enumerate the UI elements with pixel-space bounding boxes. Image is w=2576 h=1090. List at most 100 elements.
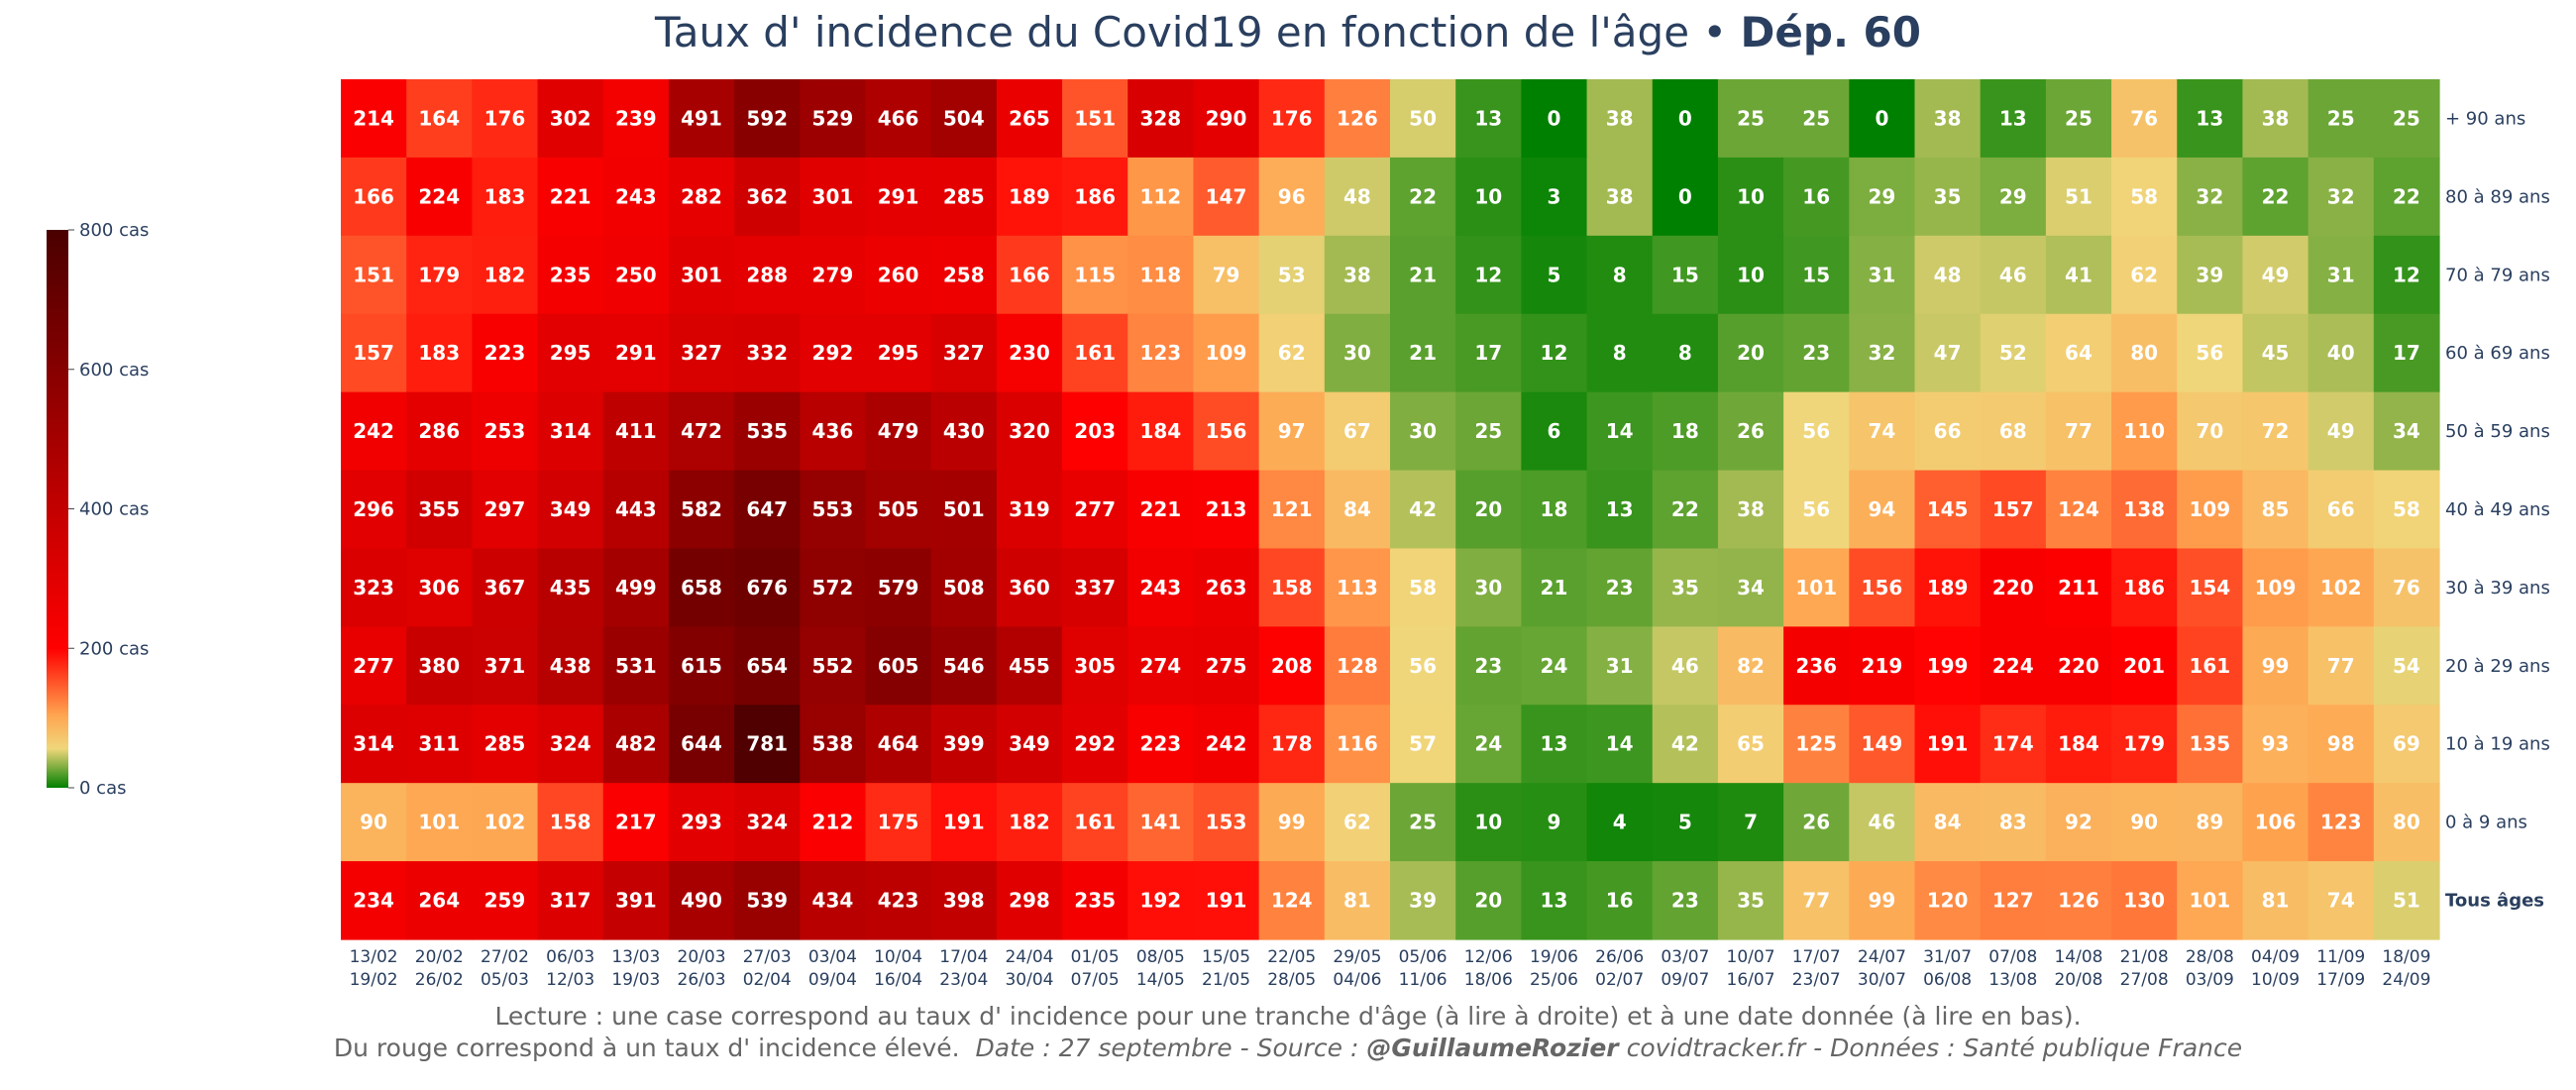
heatmap-cell [734,79,801,159]
heatmap-cell [602,79,670,159]
cell-value-label: 8 [1613,341,1627,365]
colorbar-tick-label: 0 cas [79,778,126,799]
heatmap-cell [930,391,998,472]
cell-value-label: 158 [1271,576,1313,600]
heatmap-cell [930,313,998,393]
cell-value-label: 20 [1474,889,1502,913]
heatmap-cell [1849,705,1916,784]
heatmap-cell [800,157,867,237]
heatmap-cell [2308,548,2375,627]
cell-value-label: 220 [2058,654,2099,678]
heatmap-cell [1455,157,1522,237]
heatmap-cell [472,157,539,237]
cell-value-label: 24 [1541,654,1568,678]
heatmap-cell [1586,783,1654,862]
cell-value-label: 101 [1795,576,1837,600]
heatmap-cell [734,783,801,862]
heatmap-cell [1324,861,1391,940]
heatmap-cell [341,861,407,940]
cell-value-label: 327 [681,341,722,365]
cell-value-label: 466 [878,106,919,130]
cell-value-label: 18 [1671,419,1699,443]
heatmap-cell [668,157,735,237]
heatmap-cell [1652,391,1719,472]
cell-value-label: 80 [2130,341,2158,365]
heatmap-cell [1390,79,1456,159]
heatmap-cell [1717,626,1784,706]
cell-value-label: 48 [1934,263,1962,286]
heatmap-cell [537,79,604,159]
heatmap-cell [1521,157,1588,237]
cell-value-label: 298 [1009,889,1050,913]
cell-value-label: 367 [484,576,526,600]
heatmap-cell [1521,626,1588,706]
column-label: 26/03 [678,970,726,990]
cell-value-label: 22 [2393,184,2420,208]
column-label: 29/05 [1333,947,1381,967]
column-label: 19/06 [1530,947,1578,967]
cell-value-label: 69 [2393,732,2420,756]
cell-value-label: 399 [943,732,985,756]
heatmap-cell [2308,79,2375,159]
row-label: 50 à 59 ans [2445,421,2550,442]
heatmap-cell [1717,548,1784,627]
cell-value-label: 128 [1337,654,1378,678]
cell-value-label: 158 [550,811,591,834]
heatmap-cell [2373,861,2440,940]
heatmap-cell [1521,861,1588,940]
cell-value-label: 54 [2393,654,2420,678]
heatmap-cell [1717,470,1784,550]
cell-value-label: 243 [615,184,657,208]
heatmap-cell [1849,157,1916,237]
cell-value-label: 101 [418,811,460,834]
heatmap-cell [668,705,735,784]
cell-value-label: 121 [1271,497,1313,521]
column-label: 08/05 [1136,947,1185,967]
heatmap-cell [668,313,735,393]
heatmap-cell [1455,861,1522,940]
cell-value-label: 109 [2189,497,2230,521]
column-label: 17/04 [939,947,988,967]
heatmap-cell [1783,470,1850,550]
cell-value-label: 464 [878,732,919,756]
heatmap-cell [734,470,801,550]
cell-value-label: 781 [746,732,788,756]
heatmap-cell [1390,157,1456,237]
cell-value-label: 99 [1278,811,1306,834]
heatmap-cell [2308,470,2375,550]
heatmap-cell [1914,79,1982,159]
cell-value-label: 291 [615,341,657,365]
cell-value-label: 235 [550,263,591,286]
heatmap-cell [2045,626,2112,706]
cell-value-label: 42 [1409,497,1437,521]
cell-value-label: 219 [1862,654,1903,678]
heatmap-cell [1586,861,1654,940]
cell-value-label: 201 [2123,654,2165,678]
cell-value-label: 301 [812,184,854,208]
heatmap-cell [406,79,473,159]
cell-value-label: 301 [681,263,722,286]
cell-value-label: 4 [1613,811,1627,834]
heatmap-cell [2045,79,2112,159]
cell-value-label: 157 [353,341,394,365]
column-label: 03/07 [1661,947,1709,967]
cell-value-label: 324 [550,732,591,756]
cell-value-label: 0 [1678,106,1692,130]
heatmap-cell [1717,391,1784,472]
heatmap-cell [1062,157,1128,237]
cell-value-label: 538 [812,732,854,756]
heatmap-cell [602,313,670,393]
cell-value-label: 317 [550,889,591,913]
heatmap-cell [1521,705,1588,784]
heatmap-cell [602,626,670,706]
cell-value-label: 10 [1474,184,1502,208]
cell-value-label: 230 [1009,341,1050,365]
cell-value-label: 182 [484,263,526,286]
cell-value-label: 265 [1009,106,1050,130]
cell-value-label: 67 [1343,419,1371,443]
cell-value-label: 149 [1862,732,1903,756]
heatmap-cell [1849,861,1916,940]
heatmap-chart: 214 164 176 302 239 491 592 529 466 504 265 151 328 2… [47,79,2550,990]
heatmap-cell [537,783,604,862]
cell-value-label: 243 [1139,576,1181,600]
